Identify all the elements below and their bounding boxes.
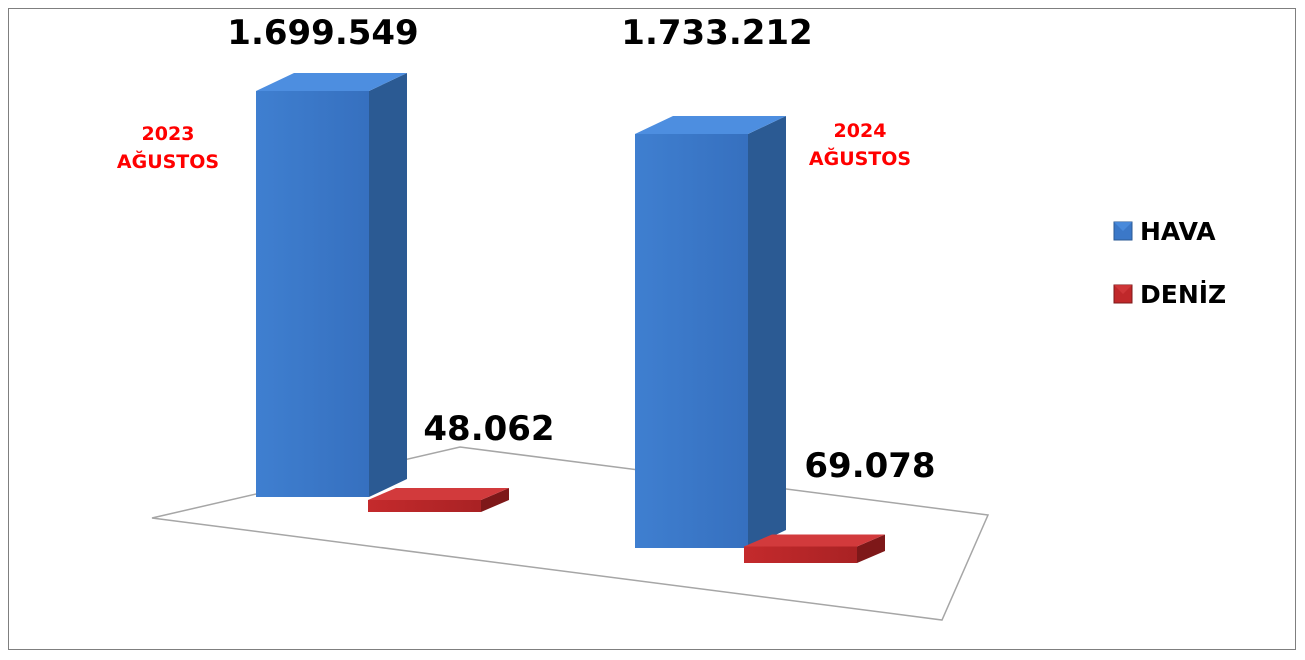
category-label-line: 2023 <box>142 123 195 145</box>
category-label-line: AĞUSTOS <box>117 149 219 173</box>
legend-swatch-highlight <box>1114 222 1132 231</box>
legend-item-hava: HAVA <box>1113 217 1216 246</box>
bar-hava-0 <box>256 72 407 497</box>
value-label-deni̇z-1: 69.078 <box>804 446 935 486</box>
bar-top-face <box>744 534 885 547</box>
category-label-line: 2024 <box>834 120 887 142</box>
bar-front-face <box>256 90 369 497</box>
bar-hava-1 <box>635 115 786 549</box>
bar-deni̇z-1 <box>744 534 885 563</box>
bar-side-face <box>369 72 407 497</box>
legend-swatch-highlight <box>1114 285 1132 294</box>
category-label-line: AĞUSTOS <box>809 146 911 170</box>
value-label-hava-1: 1.733.212 <box>621 13 812 53</box>
bar-front-face <box>368 500 481 512</box>
bar-top-face <box>635 115 786 134</box>
bar-top-face <box>368 488 509 500</box>
bar-side-face <box>481 488 509 512</box>
value-label-hava-0: 1.699.549 <box>227 13 418 53</box>
bar-deni̇z-0 <box>368 488 509 512</box>
legend-label: DENİZ <box>1140 279 1226 309</box>
bar-side-face <box>857 534 885 563</box>
legend-label: HAVA <box>1140 217 1216 246</box>
legend-item-deni̇z: DENİZ <box>1113 279 1226 309</box>
category-label-1: 2024 AĞUSTOS <box>809 120 911 170</box>
bar-top-face <box>256 72 407 91</box>
category-label-0: 2023 AĞUSTOS <box>117 123 219 173</box>
bar-front-face <box>744 546 857 563</box>
bar-side-face <box>748 115 786 549</box>
bar-front-face <box>635 133 748 549</box>
value-label-deni̇z-0: 48.062 <box>423 409 554 449</box>
